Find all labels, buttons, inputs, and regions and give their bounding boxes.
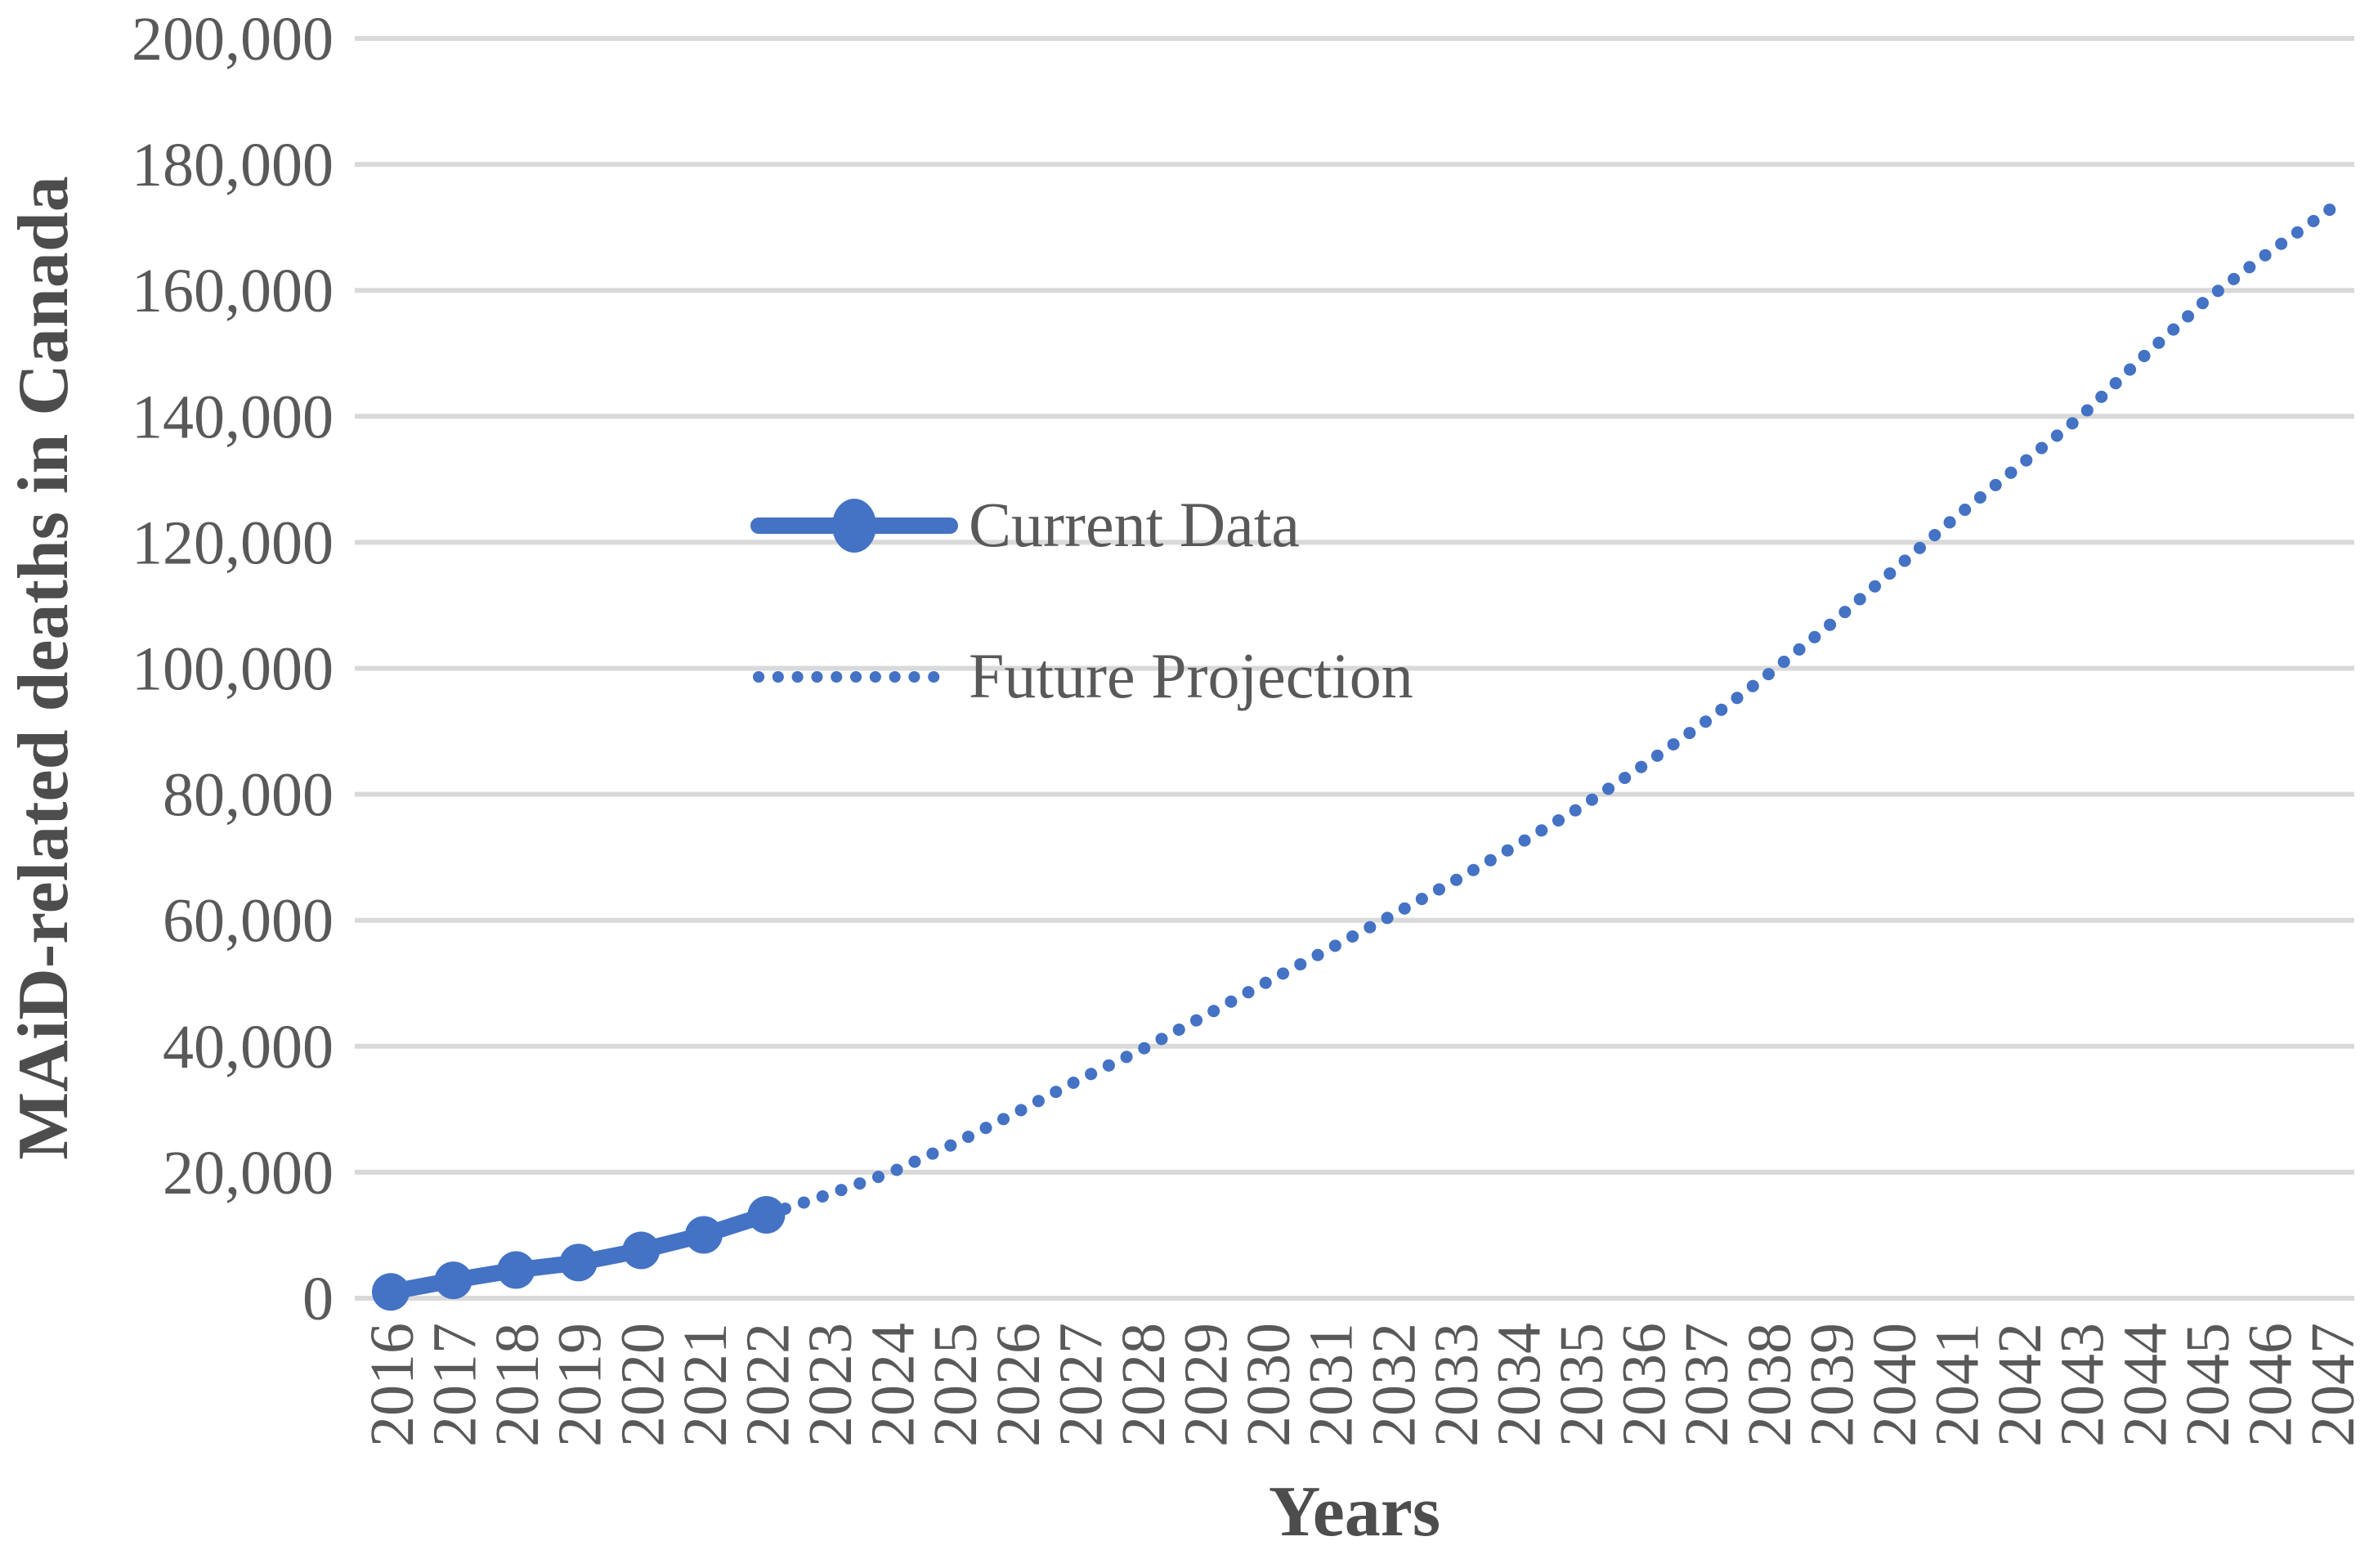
x-tick-label: 2019 — [546, 1323, 615, 1447]
x-tick-label: 2046 — [2236, 1323, 2304, 1447]
y-tick-label: 80,000 — [163, 761, 334, 830]
legend-label-current-data: Current Data — [969, 489, 1300, 560]
y-tick-label: 120,000 — [132, 508, 334, 577]
current-data-point — [747, 1196, 786, 1234]
x-tick-label: 2040 — [1861, 1323, 1929, 1447]
current-data-point — [497, 1251, 535, 1289]
y-tick-label: 0 — [302, 1265, 334, 1333]
gridlines — [355, 36, 2354, 1301]
x-tick-label: 2031 — [1297, 1323, 1366, 1447]
x-tick-label: 2029 — [1172, 1323, 1241, 1447]
x-tick-label: 2038 — [1735, 1323, 1804, 1447]
y-tick-label: 100,000 — [132, 635, 334, 704]
x-tick-label: 2017 — [421, 1323, 490, 1447]
y-tick-label: 200,000 — [132, 5, 334, 74]
x-tick-label: 2043 — [2049, 1323, 2117, 1447]
y-tick-label: 140,000 — [132, 383, 334, 451]
legend: Current Data Future Projection — [750, 489, 1413, 711]
x-tick-label: 2016 — [358, 1323, 427, 1447]
series-current-data — [372, 1196, 786, 1311]
x-tick-label: 2042 — [1986, 1323, 2054, 1447]
x-tick-label: 2039 — [1798, 1323, 1866, 1447]
x-tick-label: 2033 — [1422, 1323, 1491, 1447]
x-axis-tick-labels: 2016201720182019202020212022202320242025… — [358, 1323, 2367, 1447]
x-tick-label: 2035 — [1547, 1323, 1616, 1447]
x-tick-label: 2024 — [859, 1323, 928, 1447]
x-tick-label: 2020 — [608, 1323, 677, 1447]
x-tick-label: 2018 — [483, 1323, 552, 1447]
x-tick-label: 2047 — [2299, 1323, 2367, 1447]
series-future-projection — [760, 202, 2338, 1221]
x-tick-label: 2028 — [1109, 1323, 1178, 1447]
current-data-point — [622, 1231, 661, 1270]
x-tick-label: 2036 — [1610, 1323, 1679, 1447]
x-axis-title: Years — [1269, 1472, 1440, 1552]
x-tick-label: 2023 — [796, 1323, 865, 1447]
current-data-point — [434, 1261, 472, 1300]
x-tick-label: 2041 — [1923, 1323, 1992, 1447]
current-data-point — [559, 1243, 598, 1282]
y-tick-label: 40,000 — [163, 1013, 334, 1082]
current-data-point — [684, 1216, 723, 1254]
legend-round-marker — [832, 499, 876, 553]
x-tick-label: 2044 — [2111, 1323, 2179, 1447]
y-axis-tick-labels: 0 20,000 40,000 60,000 80,000 100,000 120,000 1… — [132, 5, 334, 1333]
y-tick-label: 60,000 — [163, 887, 334, 956]
x-tick-label: 2027 — [1046, 1323, 1115, 1447]
x-tick-label: 2032 — [1359, 1323, 1428, 1447]
current-data-point — [372, 1273, 410, 1311]
y-tick-label: 20,000 — [163, 1139, 334, 1207]
y-axis-title: MAiD-related deaths in Canada — [4, 176, 83, 1160]
y-tick-label: 160,000 — [132, 257, 334, 325]
x-tick-label: 2025 — [921, 1323, 990, 1447]
y-tick-label: 180,000 — [132, 131, 334, 199]
x-tick-label: 2034 — [1485, 1323, 1553, 1447]
x-tick-label: 2030 — [1234, 1323, 1303, 1447]
x-tick-label: 2037 — [1673, 1323, 1741, 1447]
x-tick-label: 2045 — [2174, 1323, 2242, 1447]
future-projection-dotted-line — [760, 202, 2338, 1221]
x-tick-label: 2026 — [984, 1323, 1053, 1447]
legend-label-future-projection: Future Projection — [969, 640, 1413, 711]
legend-item-current-data: Current Data — [750, 489, 1300, 560]
legend-item-future-projection: Future Projection — [753, 640, 1413, 711]
x-tick-label: 2021 — [671, 1323, 740, 1447]
x-tick-label: 2022 — [733, 1323, 802, 1447]
